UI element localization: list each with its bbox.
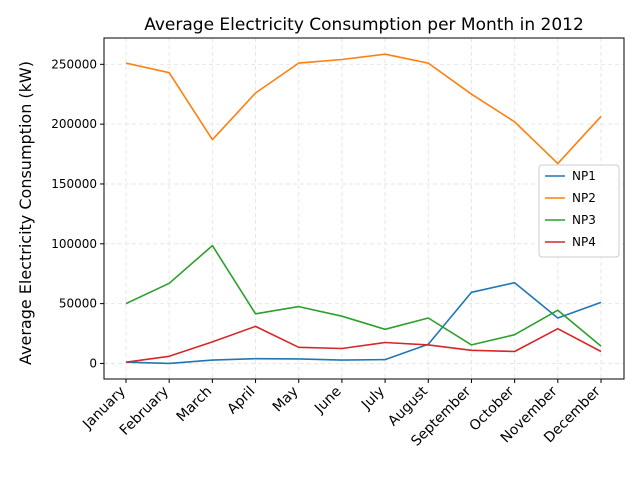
legend-label: NP2	[572, 191, 596, 205]
y-tick-label: 0	[89, 356, 97, 370]
legend-box	[538, 164, 620, 258]
series-line-np4	[125, 325, 602, 363]
y-tick-label: 50000	[59, 297, 97, 311]
legend-label: NP3	[572, 213, 596, 227]
y-tick-label: 100000	[51, 237, 97, 251]
series-line-np2	[125, 53, 602, 165]
y-axis: 0 50000 100000 150000 200000 250000	[51, 57, 104, 370]
y-tick-label: 200000	[51, 117, 97, 131]
y-tick-label: 250000	[51, 57, 97, 71]
plot-frame	[103, 37, 625, 380]
y-axis-label: Average Electricity Consumption (kW)	[16, 61, 35, 365]
chart-title: Average Electricity Consumption per Mont…	[144, 15, 584, 35]
series-line-np3	[125, 244, 602, 347]
series-line-np1	[125, 281, 602, 365]
legend: NP1 NP2 NP3 NP4	[538, 164, 620, 258]
legend-label: NP1	[572, 169, 596, 183]
series-lines	[125, 53, 602, 365]
legend-label: NP4	[572, 235, 596, 249]
y-tick-label: 150000	[51, 177, 97, 191]
